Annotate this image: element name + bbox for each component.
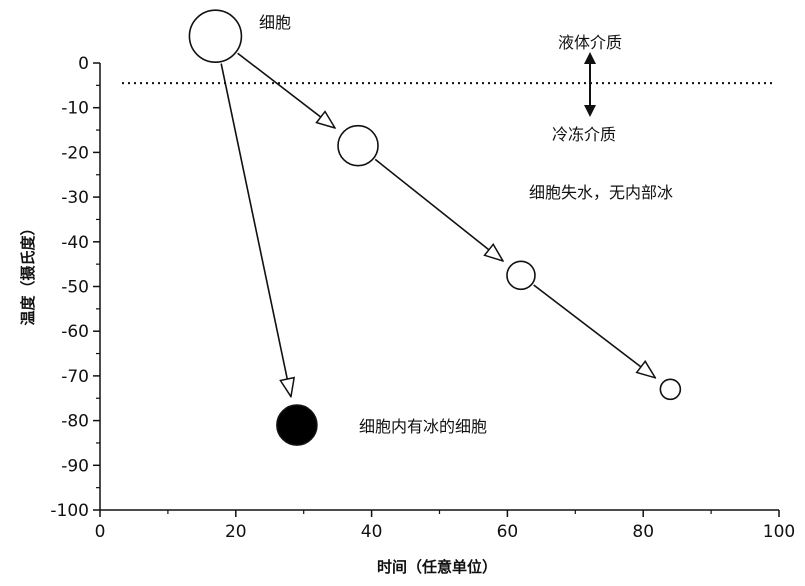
arrow-start-to-slow-1: [237, 52, 335, 128]
arrow-slow-2-to-slow-3: [533, 284, 656, 378]
y-tick-label: -40: [61, 233, 89, 253]
frozen-medium-label: 冷冻介质: [552, 125, 616, 144]
cell-label: 细胞: [259, 13, 291, 32]
intracellular-ice-label: 细胞内有冰的细胞: [359, 417, 487, 436]
y-axis-title: 温度（摄氏度）: [19, 220, 37, 325]
x-axis-ticks: 0 20 40 60 80 100: [95, 510, 795, 542]
x-tick-label: 20: [225, 522, 247, 542]
arrow-slow-1-to-slow-2: [374, 158, 503, 261]
ice-filled-cell: [276, 404, 318, 446]
x-tick-label: 40: [361, 522, 383, 542]
y-axis-ticks: 0 -10 -20 -30 -40 -50 -60 -70 -80 -90 -100: [50, 54, 100, 521]
y-tick-label: -70: [61, 367, 89, 387]
y-tick-label: -10: [61, 99, 89, 119]
y-tick-label: 0: [78, 54, 89, 74]
cell-start: [188, 9, 243, 63]
y-tick-label: -50: [61, 278, 89, 298]
arrow-down-head: [584, 105, 596, 117]
cells: [188, 9, 682, 446]
y-tick-label: -80: [61, 412, 89, 432]
x-tick-label: 80: [632, 522, 654, 542]
y-tick-label: -90: [61, 456, 89, 476]
y-tick-label: -100: [50, 501, 89, 521]
cell-slow-3: [659, 378, 682, 401]
liquid-medium-label: 液体介质: [558, 33, 622, 52]
x-axis-title: 时间（任意单位）: [377, 558, 497, 576]
dehydrated-cell-label: 细胞失水，无内部冰: [529, 183, 673, 202]
y-tick-label: -30: [61, 188, 89, 208]
arrow-start-to-fast-end: [220, 63, 291, 397]
y-tick-label: -60: [61, 322, 89, 342]
cell-slow-1: [337, 124, 379, 167]
arrow-up-head: [584, 52, 596, 64]
x-tick-label: 100: [763, 522, 795, 542]
x-tick-label: 0: [95, 522, 106, 542]
x-tick-label: 60: [497, 522, 519, 542]
y-tick-label: -20: [61, 143, 89, 163]
process-arrows: [220, 52, 656, 397]
cell-slow-2: [506, 260, 536, 291]
